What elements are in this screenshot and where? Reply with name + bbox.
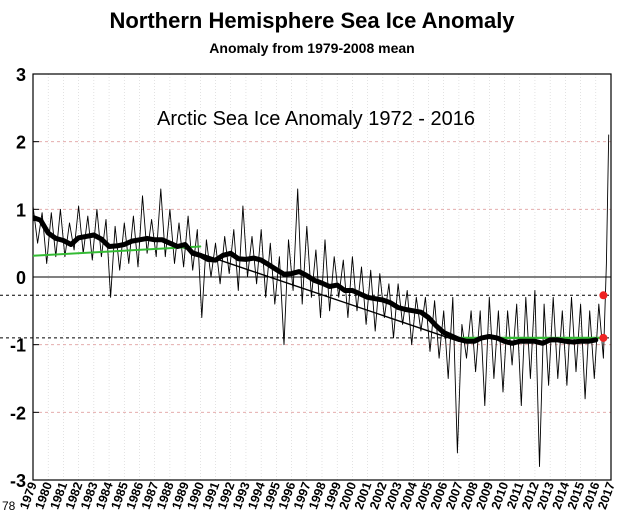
- y-tick-label: -3: [10, 471, 26, 491]
- y-tick-label: -2: [10, 403, 26, 423]
- red-marker: [599, 291, 608, 300]
- monthly-anomaly-line: [33, 134, 610, 467]
- chart-title: Northern Hemisphere Sea Ice Anomaly: [109, 8, 515, 33]
- series-group: [33, 134, 610, 467]
- y-tick-label: 2: [16, 133, 26, 153]
- smoothed-anomaly-line: [33, 215, 599, 346]
- red-marker: [599, 333, 608, 342]
- chart-subtitle: Anomaly from 1979-2008 mean: [209, 40, 415, 56]
- y-tick-label: 3: [16, 65, 26, 85]
- y-tick-label: 0: [16, 268, 26, 288]
- corner-label: 78: [2, 499, 16, 513]
- y-tick-label: -1: [10, 336, 26, 356]
- y-tick-label: 1: [16, 200, 26, 220]
- chart-annotation: Arctic Sea Ice Anomaly 1972 - 2016: [157, 108, 475, 130]
- early-trend-line: [33, 245, 202, 257]
